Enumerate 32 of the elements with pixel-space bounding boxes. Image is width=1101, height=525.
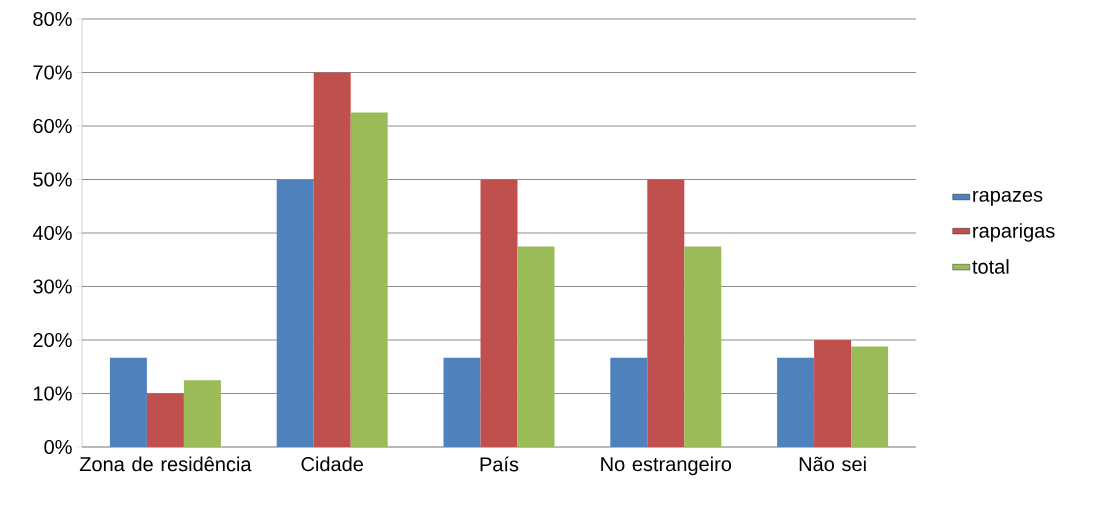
x-tick-label: Cidade	[301, 456, 363, 472]
bar	[684, 246, 722, 447]
x-tick-label: Zona de residência	[79, 456, 252, 472]
bar	[183, 380, 221, 447]
y-tick-label: 30%	[33, 279, 72, 294]
legend-label: total	[972, 259, 1009, 274]
y-tick-label: 10%	[33, 386, 72, 401]
bar	[443, 357, 481, 447]
y-tick-label: 0%	[44, 439, 72, 455]
x-tick-label: Não sei	[799, 456, 866, 472]
bar	[350, 112, 388, 447]
y-tick-label: 70%	[33, 65, 72, 80]
bar	[276, 179, 314, 447]
x-tick-label: No estrangeiro	[601, 456, 732, 476]
bar	[777, 357, 815, 447]
bar	[851, 346, 889, 447]
legend-label: raparigas	[973, 223, 1055, 242]
legend-label: rapazes	[973, 190, 1043, 206]
bar	[109, 357, 147, 447]
bar	[647, 179, 685, 447]
bar	[814, 340, 852, 447]
bar	[313, 72, 351, 447]
bar	[517, 246, 555, 447]
bar	[146, 393, 184, 447]
bar	[610, 357, 648, 447]
bar	[480, 179, 518, 447]
y-tick-label: 80%	[33, 11, 72, 27]
y-tick-label: 60%	[33, 118, 72, 134]
y-tick-label: 40%	[32, 225, 72, 241]
x-tick-label: País	[480, 456, 519, 472]
y-tick-label: 20%	[33, 332, 72, 348]
y-tick-label: 50%	[33, 172, 72, 187]
